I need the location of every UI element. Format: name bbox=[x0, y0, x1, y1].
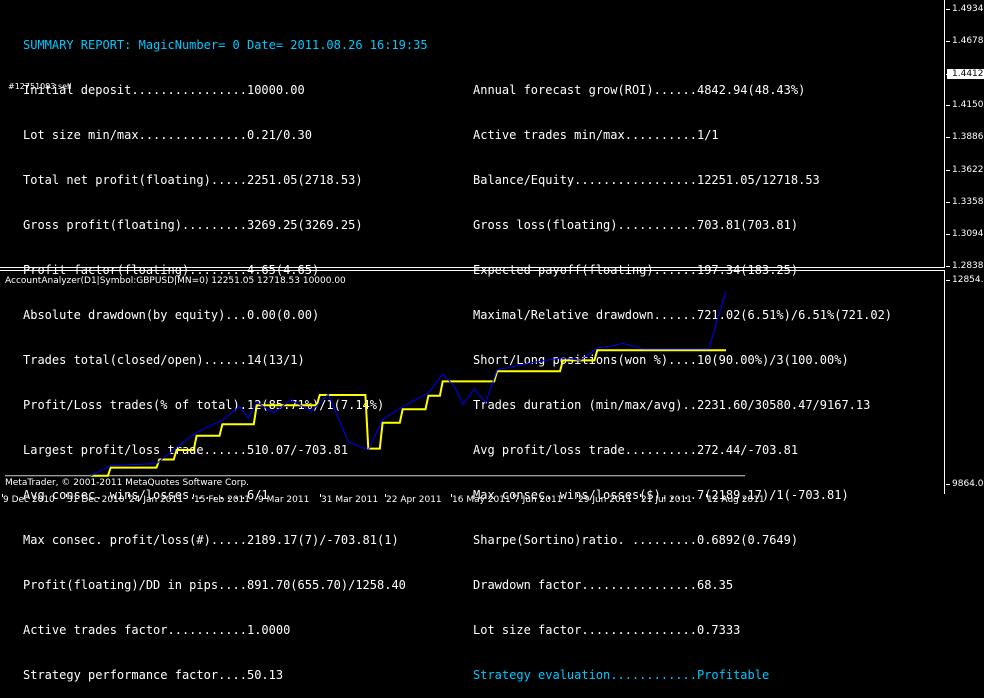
report-row: Gross loss(floating)...........703.81(70… bbox=[473, 218, 799, 232]
balance-line bbox=[90, 349, 726, 477]
time-tick bbox=[66, 494, 67, 497]
report-row: Avg profit/loss trade..........272.44/-7… bbox=[473, 443, 799, 457]
report-row-evaluation: Strategy evaluation............Profitabl… bbox=[473, 668, 770, 682]
time-axis-label: 9 Mar 2011 bbox=[258, 495, 310, 505]
time-axis-label: 21 Jul 2011 bbox=[641, 495, 692, 505]
time-tick bbox=[640, 494, 641, 497]
time-tick bbox=[193, 494, 194, 497]
time-axis-label: 7 Jun 2011 bbox=[514, 495, 563, 505]
price-axis-label: 1.49340 bbox=[952, 4, 984, 14]
axis-tick bbox=[946, 202, 950, 203]
order-label[interactable]: #12751093 sell bbox=[8, 82, 72, 91]
indicator-axis-min: 9864.07 bbox=[952, 479, 984, 489]
axis-tick bbox=[946, 280, 950, 281]
time-axis-label: 16 May 2011 bbox=[452, 495, 511, 505]
time-tick bbox=[2, 494, 3, 497]
axis-tick bbox=[946, 41, 950, 42]
time-tick bbox=[128, 494, 129, 497]
report-row: Profit(floating)/DD in pips....891.70(65… bbox=[23, 578, 406, 592]
time-axis-label: 24 Jan 2011 bbox=[129, 495, 183, 505]
axis-tick bbox=[946, 266, 950, 267]
price-axis-label: 1.36220 bbox=[952, 165, 984, 175]
time-tick bbox=[385, 494, 386, 497]
indicator-axis[interactable]: 12854.40 9864.07 bbox=[946, 270, 984, 494]
report-row: Trades total(closed/open)......14(13/1) bbox=[23, 353, 305, 367]
report-row: Gross profit(floating).........3269.25(3… bbox=[23, 218, 363, 232]
price-chart-pane[interactable] bbox=[0, 0, 945, 268]
report-row: Profit/Loss trades(% of total).12(85.71%… bbox=[23, 398, 385, 412]
report-row: Strategy performance factor....50.13 bbox=[23, 668, 284, 682]
report-row: Trades duration (min/max/avg)..2231.60/3… bbox=[473, 398, 871, 412]
time-axis-label: 31 Mar 2011 bbox=[321, 495, 379, 505]
price-axis-label: 1.28380 bbox=[952, 261, 984, 271]
report-row: Max consec. wins/losses($).....7(2189.17… bbox=[473, 488, 849, 502]
time-axis-label: 9 Dec 2010 bbox=[3, 495, 55, 505]
report-row: Initial deposit................10000.00 bbox=[23, 83, 305, 97]
price-axis-label: 1.38860 bbox=[952, 132, 984, 142]
indicator-axis-max: 12854.40 bbox=[952, 275, 984, 285]
equity-chart bbox=[5, 291, 745, 477]
report-title: SUMMARY REPORT: MagicNumber= 0 Date= 201… bbox=[23, 38, 428, 52]
report-row: Lot size factor................0.7333 bbox=[473, 623, 741, 637]
report-row: Balance/Equity.................12251.05/… bbox=[473, 173, 820, 187]
report-row: Lot size min/max...............0.21/0.30 bbox=[23, 128, 312, 142]
price-axis[interactable]: 1.49340 1.46780 1.44128 1.41500 1.38860 1.362… bbox=[946, 0, 984, 271]
report-row: Absolute drawdown(by equity)...0.00(0.00… bbox=[23, 308, 320, 322]
time-tick bbox=[706, 494, 707, 497]
price-axis-label: 1.46780 bbox=[952, 36, 984, 46]
axis-tick bbox=[946, 484, 950, 485]
equity-line bbox=[90, 291, 727, 477]
report-row: Total net profit(floating).....2251.05(2… bbox=[23, 173, 363, 187]
report-row: Annual forecast grow(ROI)......4842.94(4… bbox=[473, 83, 806, 97]
copyright-text: MetaTrader, © 2001-2011 MetaQuotes Softw… bbox=[5, 478, 250, 488]
axis-tick bbox=[946, 234, 950, 235]
report-row: Max consec. profit/loss(#).....2189.17(7… bbox=[23, 533, 399, 547]
price-axis-label: 1.33580 bbox=[952, 197, 984, 207]
time-axis-label: 29 Jun 2011 bbox=[578, 495, 633, 505]
price-axis-label: 1.41500 bbox=[952, 100, 984, 110]
report-row: Drawdown factor................68.35 bbox=[473, 578, 734, 592]
time-tick bbox=[257, 494, 258, 497]
indicator-title: AccountAnalyzer(D1|Symbol:GBPUSD|MN=0) 1… bbox=[5, 276, 346, 286]
current-price-label: 1.44128 bbox=[947, 69, 984, 79]
report-row: Maximal/Relative drawdown......721.02(6.… bbox=[473, 308, 893, 322]
axis-tick bbox=[946, 137, 950, 138]
axis-tick bbox=[946, 170, 950, 171]
time-tick bbox=[577, 494, 578, 497]
time-tick bbox=[451, 494, 452, 497]
axis-tick bbox=[946, 9, 950, 10]
time-axis-label: 12 Aug 2011 bbox=[707, 495, 765, 505]
price-axis-label: 1.30940 bbox=[952, 229, 984, 239]
time-tick bbox=[513, 494, 514, 497]
report-row: Avg consec. wins/losses........6/1 bbox=[23, 488, 269, 502]
time-axis[interactable]: 9 Dec 2010 31 Dec 2010 24 Jan 2011 15 Feb 2… bbox=[0, 494, 945, 508]
time-axis-label: 31 Dec 2010 bbox=[67, 495, 125, 505]
report-row: Sharpe(Sortino)ratio. .........0.6892(0.… bbox=[473, 533, 799, 547]
report-row: Largest profit/loss trade......510.07/-7… bbox=[23, 443, 349, 457]
indicator-pane[interactable] bbox=[0, 270, 945, 494]
time-tick bbox=[320, 494, 321, 497]
report-row: Active trades min/max..........1/1 bbox=[473, 128, 719, 142]
time-axis-label: 22 Apr 2011 bbox=[386, 495, 442, 505]
report-row: Active trades factor...........1.0000 bbox=[23, 623, 291, 637]
time-axis-label: 15 Feb 2011 bbox=[194, 495, 251, 505]
axis-tick bbox=[946, 105, 950, 106]
